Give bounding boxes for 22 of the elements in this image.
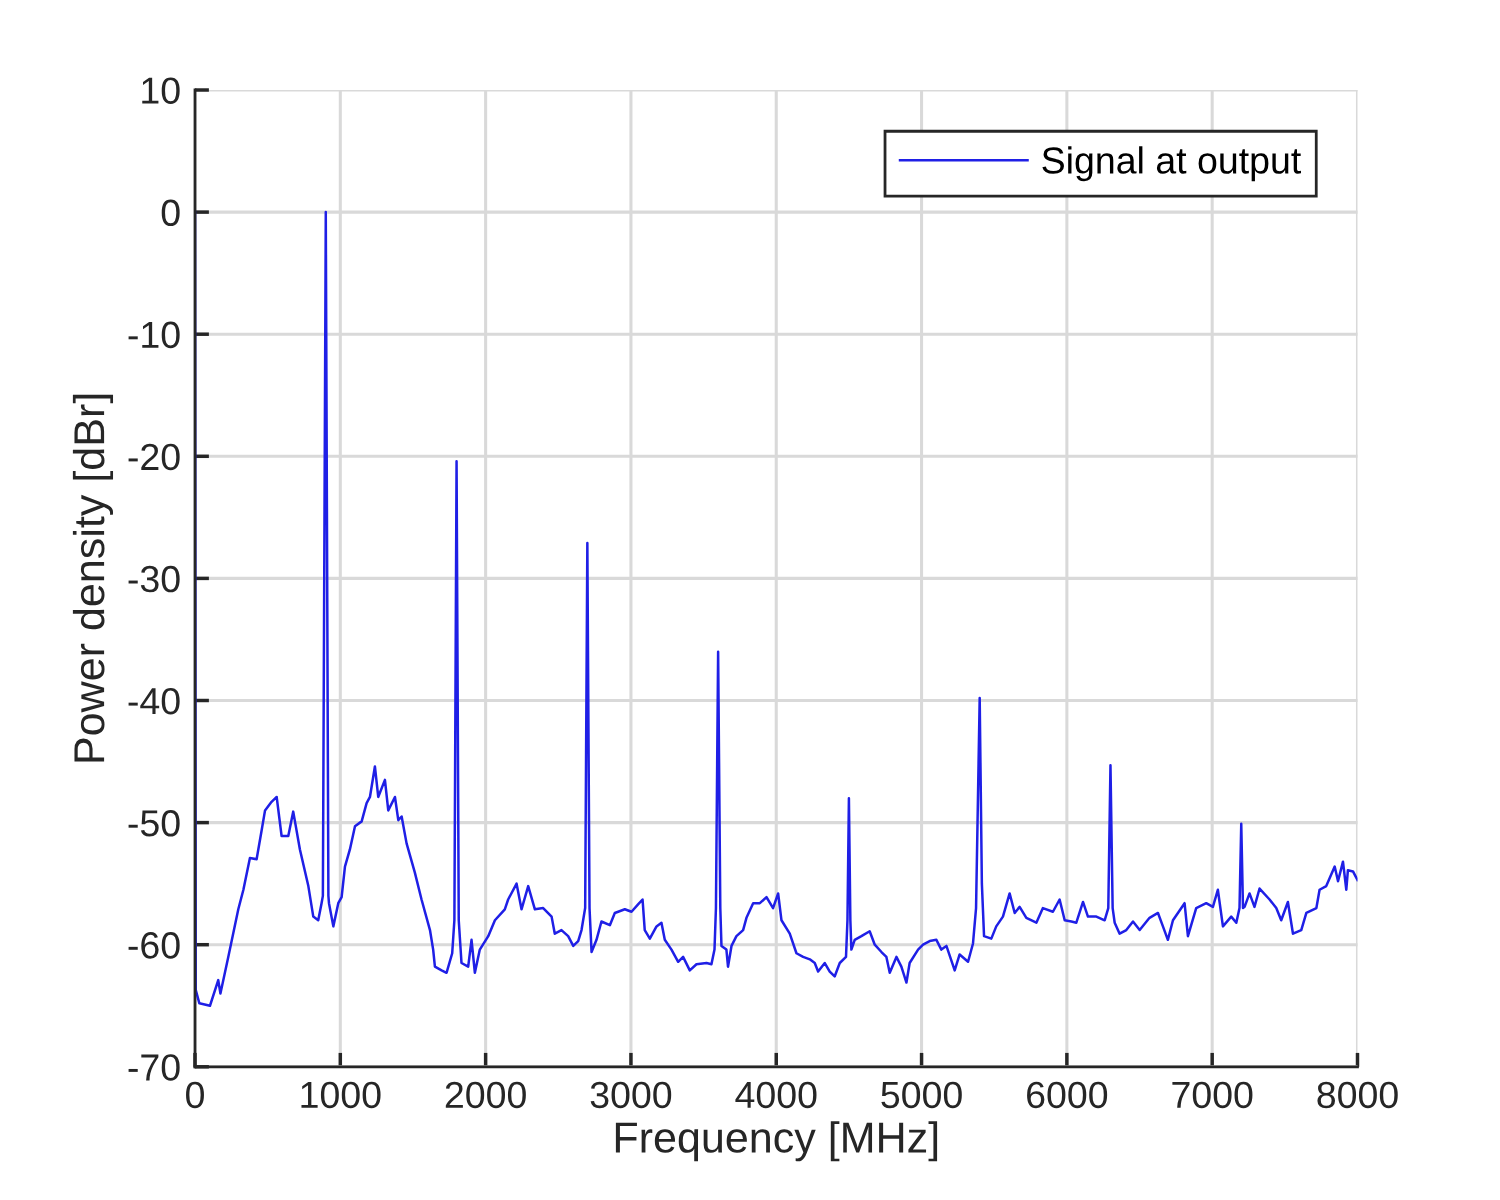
x-tick-label: 1000 bbox=[301, 1081, 381, 1109]
y-tick-label: 10 bbox=[142, 77, 180, 104]
x-axis-title: Frequency [MHz] bbox=[615, 1121, 938, 1162]
x-tick-label: 2000 bbox=[445, 1081, 526, 1109]
y-tick-label: -10 bbox=[128, 321, 180, 349]
y-tick-label: 0 bbox=[161, 199, 180, 227]
y-tick-label: -20 bbox=[128, 443, 180, 471]
line-series bbox=[195, 210, 1358, 1007]
y-tick-label: -50 bbox=[128, 810, 180, 837]
y-tick-label: -70 bbox=[128, 1054, 180, 1081]
x-tick-label: 5000 bbox=[881, 1081, 962, 1109]
x-tick-label: 3000 bbox=[590, 1081, 672, 1109]
legend-label: Signal at output bbox=[1042, 146, 1301, 182]
x-tick-label: 6000 bbox=[1027, 1081, 1108, 1109]
x-tick-label: 0 bbox=[186, 1081, 204, 1109]
y-axis-title: Power density [dBr] bbox=[72, 394, 114, 762]
x-tick-label: 7000 bbox=[1172, 1081, 1253, 1109]
x-tick-label: 4000 bbox=[735, 1081, 817, 1109]
y-tick-label: -40 bbox=[128, 687, 180, 715]
x-tick-label: 8000 bbox=[1317, 1081, 1398, 1109]
y-tick-label: -60 bbox=[128, 932, 180, 959]
y-tick-label: -30 bbox=[128, 565, 180, 593]
